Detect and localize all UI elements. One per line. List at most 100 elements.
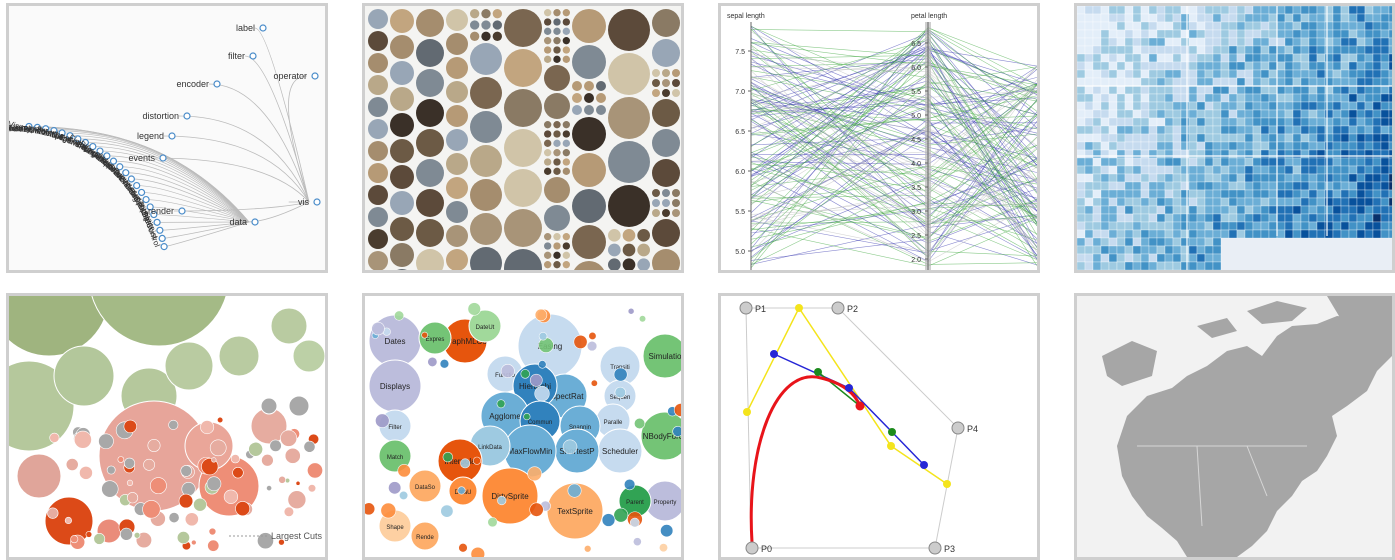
tree-node[interactable] — [311, 72, 319, 80]
pack-bubble[interactable] — [408, 469, 442, 503]
county-cell — [1380, 181, 1390, 191]
county-cell — [1284, 37, 1294, 47]
county-cell — [1340, 45, 1350, 55]
tree-node[interactable] — [74, 135, 82, 143]
control-point-p1[interactable] — [739, 301, 753, 315]
county-cell — [1172, 261, 1182, 270]
bubble-pack-thumbnail[interactable]: EasingTransitiFunctioAspectRatSequenPara… — [362, 293, 684, 560]
tree-node[interactable] — [156, 226, 164, 234]
color-circles-thumbnail[interactable] — [362, 3, 684, 273]
tree-node[interactable] — [103, 152, 111, 160]
tree-node[interactable] — [116, 163, 124, 171]
tree-link — [136, 185, 250, 223]
tree-node[interactable] — [33, 123, 41, 131]
control-point-p0[interactable] — [745, 541, 759, 555]
county-cell — [1252, 165, 1262, 175]
tree-node[interactable] — [96, 147, 104, 155]
county-cell — [1172, 53, 1182, 63]
pack-bubble[interactable] — [378, 439, 412, 473]
budget-bubble[interactable] — [218, 335, 260, 377]
tree-node[interactable] — [150, 210, 158, 219]
budget-bubble[interactable] — [292, 339, 325, 373]
tree-node[interactable] — [142, 195, 150, 204]
county-cell — [1276, 77, 1286, 87]
county-cell — [1140, 221, 1150, 231]
control-points — [739, 301, 965, 555]
county-cell — [1100, 261, 1110, 270]
tree-node[interactable] — [251, 218, 259, 226]
budget-bubble[interactable] — [270, 307, 308, 345]
color-circle — [390, 61, 414, 85]
tree-node[interactable] — [259, 24, 267, 32]
pack-bubble[interactable] — [642, 333, 681, 379]
tree-node[interactable] — [159, 154, 167, 162]
tree-node[interactable] — [81, 138, 90, 147]
budget-bubble[interactable] — [288, 395, 310, 417]
tree-node[interactable] — [127, 175, 136, 183]
tree-node[interactable] — [153, 218, 161, 226]
county-cell — [1228, 173, 1238, 183]
tree-node[interactable] — [66, 132, 74, 140]
tree-node[interactable] — [183, 112, 191, 120]
tree-node[interactable] — [137, 188, 146, 197]
tree-node[interactable] — [25, 122, 33, 131]
parallel-coordinates-thumbnail[interactable]: sepal length petal length 7.5 7.0 6.5 6.0 5.… — [718, 3, 1040, 273]
tree-node[interactable] — [168, 132, 176, 140]
tree-node[interactable] — [249, 52, 257, 60]
budget-bubble[interactable] — [16, 453, 62, 499]
control-point-p4[interactable] — [951, 421, 965, 435]
pack-bubble[interactable] — [640, 411, 681, 461]
county-cell — [1156, 53, 1166, 63]
tree-node[interactable] — [109, 157, 118, 165]
tree-node[interactable] — [42, 125, 50, 133]
color-circle — [596, 105, 606, 115]
tree-node[interactable] — [160, 243, 168, 251]
tree-node[interactable] — [313, 198, 321, 206]
county-cell — [1276, 149, 1286, 159]
bezier-curve-thumbnail[interactable]: P1 P2 P4 P0 P3 — [718, 293, 1040, 560]
tree-node[interactable] — [58, 129, 66, 137]
pack-bubble[interactable] — [418, 321, 452, 355]
budget-bubble[interactable] — [53, 345, 115, 407]
county-cell — [1284, 165, 1294, 175]
control-point-p3[interactable] — [928, 541, 942, 555]
budget-cuts-thumbnail[interactable]: Largest Cuts — [6, 293, 328, 560]
radial-tree-thumbnail[interactable]: EdgeRenderer ShapeRenderer ArrowType TreeBu… — [6, 3, 328, 273]
tree-node[interactable] — [158, 234, 166, 243]
pack-bubble-small — [375, 413, 390, 428]
pack-bubble[interactable] — [410, 521, 440, 551]
tree-node[interactable] — [50, 127, 58, 135]
tree-node[interactable] — [89, 142, 97, 151]
choropleth-map-thumbnail[interactable] — [1074, 3, 1395, 273]
budget-bubble[interactable] — [164, 341, 214, 391]
county-cell — [1188, 77, 1198, 87]
county-cell — [1132, 29, 1142, 39]
county-cell — [1260, 221, 1270, 231]
county-cell — [1332, 29, 1342, 39]
tree-node[interactable] — [122, 169, 130, 177]
color-circle — [553, 233, 561, 241]
budget-bubble — [168, 512, 180, 524]
county-cell — [1308, 197, 1318, 207]
county-cell — [1140, 245, 1150, 255]
county-cell — [1252, 157, 1262, 167]
tree-node[interactable] — [146, 203, 154, 211]
county-cell — [1084, 237, 1094, 247]
pack-bubble[interactable] — [481, 467, 539, 525]
pack-bubble[interactable] — [468, 309, 502, 343]
tree-node[interactable] — [133, 181, 141, 190]
control-point-p2[interactable] — [831, 301, 845, 315]
tree-node[interactable] — [178, 207, 186, 215]
world-map-thumbnail[interactable] — [1074, 293, 1395, 560]
county-cell — [1196, 109, 1206, 119]
county-cell — [1116, 205, 1126, 215]
budget-bubble[interactable] — [260, 397, 278, 415]
bubble-pack-svg: EasingTransitiFunctioAspectRatSequenPara… — [365, 296, 681, 557]
budget-bubble[interactable] — [89, 296, 229, 347]
county-cell — [1364, 21, 1374, 31]
tree-node[interactable] — [213, 80, 221, 88]
color-circle — [446, 9, 468, 31]
county-cell — [1380, 173, 1390, 183]
budget-bubble[interactable] — [9, 296, 110, 357]
county-cell — [1348, 29, 1358, 39]
